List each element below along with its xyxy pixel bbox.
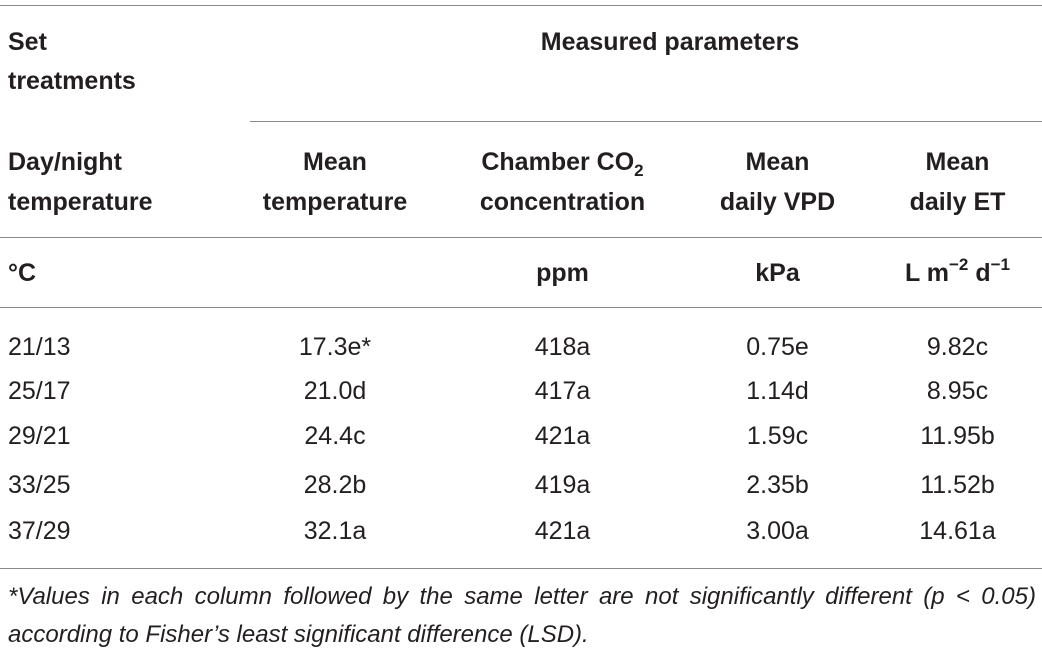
unit-ppm: ppm xyxy=(536,259,589,287)
cell-vpd: 1.14d xyxy=(746,377,809,405)
table-top-rule xyxy=(0,5,1042,6)
cell-day-night: 37/29 xyxy=(8,517,71,545)
cell-day-night: 29/21 xyxy=(8,422,71,450)
cell-et: 14.61a xyxy=(919,517,996,545)
cell-mean-temperature: 24.4c xyxy=(304,422,366,450)
col-header-day-night-temperature: Day/night temperature xyxy=(8,148,153,216)
cell-day-night: 33/25 xyxy=(8,471,71,499)
cell-et: 9.82c xyxy=(926,333,989,361)
units-rule xyxy=(0,307,1042,308)
cell-vpd: 2.35b xyxy=(746,471,809,499)
cell-mean-temperature: 32.1a xyxy=(303,517,367,545)
cell-et: 11.52b xyxy=(920,471,995,499)
cell-day-night: 25/17 xyxy=(8,377,71,405)
cell-vpd: 1.59c xyxy=(746,422,809,450)
cell-co2: 417a xyxy=(534,377,591,405)
col-header-mean-daily-vpd: Mean daily VPD xyxy=(719,148,836,216)
cell-mean-temperature: 21.0d xyxy=(303,377,367,405)
col-header-mean-daily-et: Mean daily ET xyxy=(909,148,1006,216)
set-treatments-label-line2: treatments xyxy=(8,67,136,95)
cell-et: 11.95b xyxy=(920,422,995,450)
table-footnote: *Values in each column followed by the s… xyxy=(8,583,1036,648)
unit-kpa: kPa xyxy=(755,259,800,287)
cell-co2: 421a xyxy=(534,517,591,545)
cell-mean-temperature: 28.2b xyxy=(303,471,367,499)
cell-co2: 421a xyxy=(534,422,591,450)
measured-parameters-label: Measured parameters xyxy=(540,28,800,56)
group-header-rule xyxy=(250,121,1042,122)
cell-co2: 419a xyxy=(534,471,591,499)
cell-vpd: 3.00a xyxy=(746,517,809,545)
table-bottom-rule xyxy=(0,568,1042,569)
set-treatments-label: Set xyxy=(8,28,47,56)
cell-co2: 418a xyxy=(534,333,591,361)
col-header-chamber-co2: Chamber CO2 concentration xyxy=(479,148,646,216)
cell-et: 8.95c xyxy=(926,377,989,405)
column-header-rule xyxy=(0,237,1042,238)
cell-day-night: 21/13 xyxy=(8,333,71,361)
col-header-mean-temperature: Mean temperature xyxy=(262,148,408,216)
unit-celsius: °C xyxy=(8,259,37,287)
cell-mean-temperature: 17.3e* xyxy=(298,333,372,361)
unit-et: L m−2 d−1 xyxy=(905,255,1010,287)
cell-vpd: 0.75e xyxy=(746,333,809,361)
